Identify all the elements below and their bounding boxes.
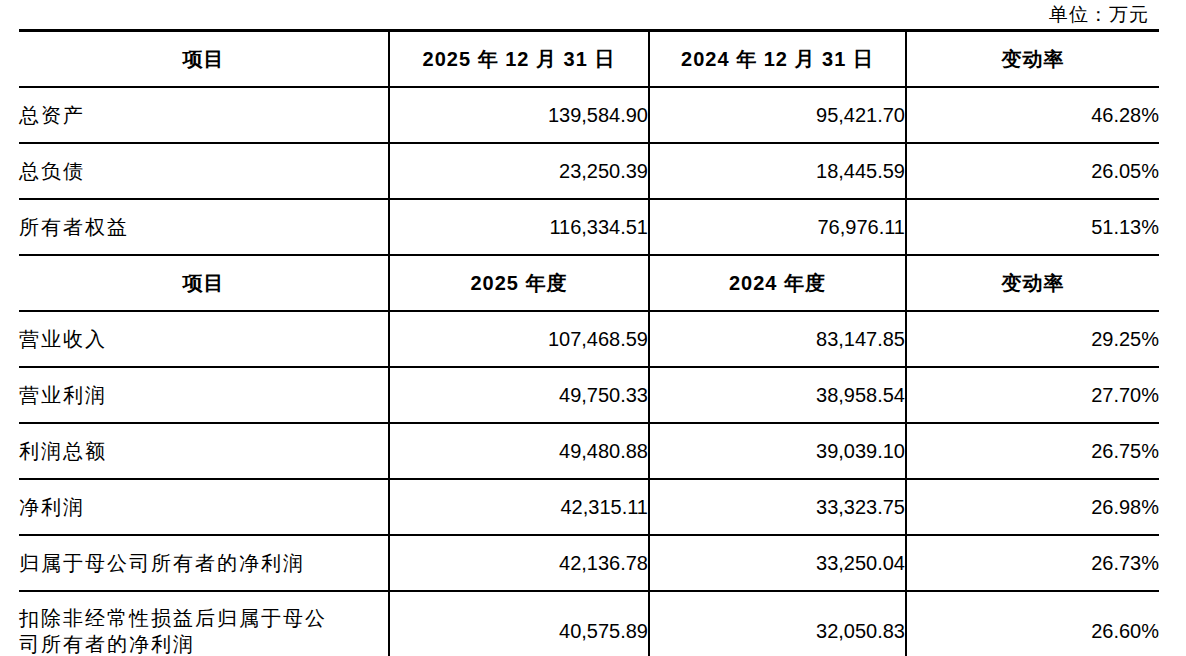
- financial-summary-table: 项目 2025 年 12 月 31 日 2024 年 12 月 31 日 变动率…: [19, 29, 1159, 656]
- value-prior: 39,039.10: [649, 423, 906, 479]
- row-label: 所有者权益: [19, 199, 389, 255]
- row-label: 利润总额: [19, 423, 389, 479]
- value-prior: 18,445.59: [649, 143, 906, 199]
- change-rate: 26.60%: [906, 591, 1159, 656]
- header-item: 项目: [19, 31, 389, 88]
- header-period-prior: 2024 年度: [649, 255, 906, 311]
- header-date-prior: 2024 年 12 月 31 日: [649, 31, 906, 88]
- change-rate: 26.98%: [906, 479, 1159, 535]
- row-label: 净利润: [19, 479, 389, 535]
- unit-label: 单位：万元: [1049, 2, 1149, 28]
- header-change-rate: 变动率: [906, 31, 1159, 88]
- row-label: 扣除非经常性损益后归属于母公 司所有者的净利润: [19, 591, 389, 656]
- value-current: 42,136.78: [389, 535, 649, 591]
- header-date-current: 2025 年 12 月 31 日: [389, 31, 649, 88]
- value-current: 107,468.59: [389, 311, 649, 367]
- table-header-row: 项目 2025 年 12 月 31 日 2024 年 12 月 31 日 变动率: [19, 31, 1159, 88]
- table-row: 净利润 42,315.11 33,323.75 26.98%: [19, 479, 1159, 535]
- header-change-rate: 变动率: [906, 255, 1159, 311]
- value-current: 40,575.89: [389, 591, 649, 656]
- value-prior: 33,250.04: [649, 535, 906, 591]
- change-rate: 27.70%: [906, 367, 1159, 423]
- value-prior: 32,050.83: [649, 591, 906, 656]
- row-label: 总资产: [19, 87, 389, 143]
- value-prior: 83,147.85: [649, 311, 906, 367]
- value-prior: 95,421.70: [649, 87, 906, 143]
- table-row: 总资产 139,584.90 95,421.70 46.28%: [19, 87, 1159, 143]
- row-label: 营业收入: [19, 311, 389, 367]
- value-prior: 76,976.11: [649, 199, 906, 255]
- table-row: 利润总额 49,480.88 39,039.10 26.75%: [19, 423, 1159, 479]
- change-rate: 26.05%: [906, 143, 1159, 199]
- change-rate: 46.28%: [906, 87, 1159, 143]
- change-rate: 29.25%: [906, 311, 1159, 367]
- table-row: 营业收入 107,468.59 83,147.85 29.25%: [19, 311, 1159, 367]
- value-current: 139,584.90: [389, 87, 649, 143]
- table-row: 归属于母公司所有者的净利润 42,136.78 33,250.04 26.73%: [19, 535, 1159, 591]
- change-rate: 26.75%: [906, 423, 1159, 479]
- header-item: 项目: [19, 255, 389, 311]
- value-current: 42,315.11: [389, 479, 649, 535]
- value-current: 23,250.39: [389, 143, 649, 199]
- row-label: 归属于母公司所有者的净利润: [19, 535, 389, 591]
- value-current: 49,480.88: [389, 423, 649, 479]
- table-row: 营业利润 49,750.33 38,958.54 27.70%: [19, 367, 1159, 423]
- header-period-current: 2025 年度: [389, 255, 649, 311]
- change-rate: 51.13%: [906, 199, 1159, 255]
- value-current: 116,334.51: [389, 199, 649, 255]
- table-header-row: 项目 2025 年度 2024 年度 变动率: [19, 255, 1159, 311]
- value-prior: 33,323.75: [649, 479, 906, 535]
- change-rate: 26.73%: [906, 535, 1159, 591]
- table-row: 扣除非经常性损益后归属于母公 司所有者的净利润 40,575.89 32,050…: [19, 591, 1159, 656]
- row-label: 总负债: [19, 143, 389, 199]
- table-row: 所有者权益 116,334.51 76,976.11 51.13%: [19, 199, 1159, 255]
- value-current: 49,750.33: [389, 367, 649, 423]
- table-row: 总负债 23,250.39 18,445.59 26.05%: [19, 143, 1159, 199]
- row-label: 营业利润: [19, 367, 389, 423]
- value-prior: 38,958.54: [649, 367, 906, 423]
